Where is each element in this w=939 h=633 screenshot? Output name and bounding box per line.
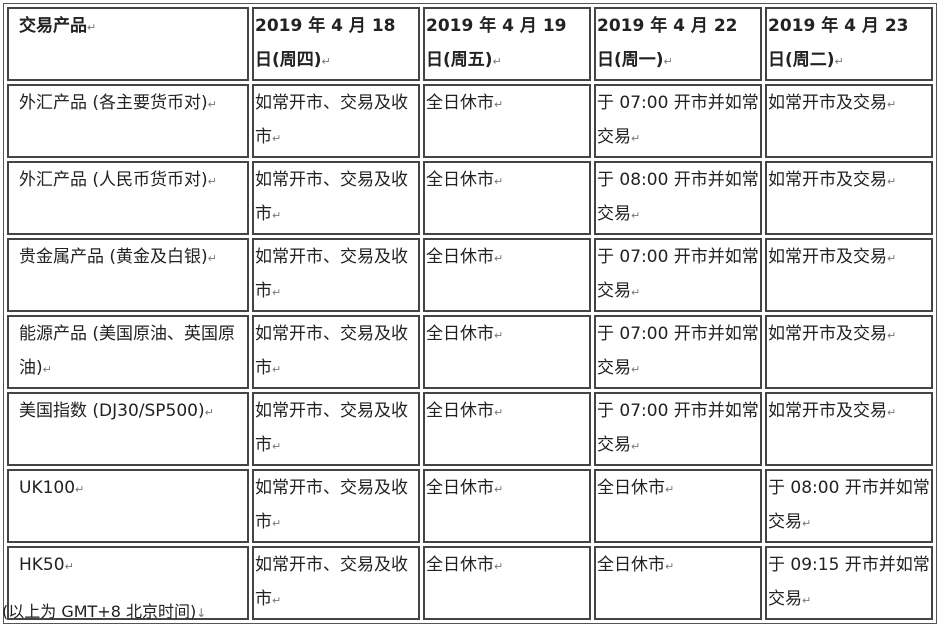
schedule-cell: 如常开市、交易及收市	[252, 84, 420, 158]
table-row: 贵金属产品 (黄金及白银) 如常开市、交易及收市全日休市 于 07:00 开市并如常…	[7, 238, 933, 312]
header-row: 交易产品 2019 年 4 月 18 日(周四) 2019 年 4 月 19 日(周…	[7, 7, 933, 81]
cell-text: 于 07:00 开市并如常交易	[597, 247, 759, 301]
cell-text: 能源产品 (美国原油、英国原油)	[19, 324, 235, 378]
product-cell: 能源产品 (美国原油、英国原油)	[7, 315, 249, 389]
cell-text: 全日休市	[426, 401, 503, 421]
schedule-cell: 如常开市及交易	[765, 161, 933, 235]
cell-text: 如常开市、交易及收市	[255, 247, 408, 301]
schedule-cell: 于 07:00 开市并如常交易	[594, 392, 762, 466]
cell-text: 如常开市、交易及收市	[255, 401, 408, 455]
cell-text: 全日休市	[426, 555, 503, 575]
cell-text: 全日休市	[597, 478, 674, 498]
table-row: 外汇产品 (人民币货币对) 如常开市、交易及收市全日休市 于 08:00 开市并如常…	[7, 161, 933, 235]
cell-text: UK100	[19, 478, 84, 498]
cell-text: 2019 年 4 月 19 日(周五)	[426, 16, 566, 70]
cell-text: 于 08:00 开市并如常交易	[597, 170, 759, 224]
schedule-cell: 全日休市	[594, 546, 762, 620]
schedule-cell: 于 07:00 开市并如常交易	[594, 315, 762, 389]
cell-text: 全日休市	[426, 93, 503, 113]
header-cell: 2019 年 4 月 18 日(周四)	[252, 7, 420, 81]
cell-text: 交易产品	[19, 16, 96, 36]
cell-text: 于 07:00 开市并如常交易	[597, 93, 759, 147]
header-cell: 2019 年 4 月 19 日(周五)	[423, 7, 591, 81]
cell-text: 于 09:15 开市并如常交易	[768, 555, 930, 609]
product-cell: 美国指数 (DJ30/SP500)	[7, 392, 249, 466]
schedule-cell: 于 08:00 开市并如常交易	[765, 469, 933, 543]
schedule-cell: 如常开市、交易及收市	[252, 546, 420, 620]
cell-text: 于 08:00 开市并如常交易	[768, 478, 930, 532]
cell-text: 于 07:00 开市并如常交易	[597, 324, 759, 378]
cell-text: 贵金属产品 (黄金及白银)	[19, 247, 217, 267]
cell-text: 如常开市、交易及收市	[255, 170, 408, 224]
schedule-cell: 如常开市及交易	[765, 315, 933, 389]
table-row: HK50如常开市、交易及收市全日休市全日休市于 09:15 开市并如常交易	[7, 546, 933, 620]
schedule-cell: 如常开市、交易及收市	[252, 238, 420, 312]
schedule-cell: 全日休市	[423, 161, 591, 235]
product-cell: UK100	[7, 469, 249, 543]
table-row: UK100如常开市、交易及收市全日休市全日休市于 08:00 开市并如常交易	[7, 469, 933, 543]
schedule-cell: 如常开市、交易及收市	[252, 161, 420, 235]
cell-text: 外汇产品 (人民币货币对)	[19, 170, 217, 190]
schedule-cell: 全日休市	[423, 84, 591, 158]
header-cell: 交易产品	[7, 7, 249, 81]
cell-text: 于 07:00 开市并如常交易	[597, 401, 759, 455]
table-row: 外汇产品 (各主要货币对) 如常开市、交易及收市全日休市 于 07:00 开市并如常…	[7, 84, 933, 158]
cell-text: 如常开市、交易及收市	[255, 93, 408, 147]
table-row: 能源产品 (美国原油、英国原油) 如常开市、交易及收市全日休市 于 07:00 开市…	[7, 315, 933, 389]
cell-text: 如常开市及交易	[768, 324, 896, 344]
schedule-cell: 如常开市及交易	[765, 84, 933, 158]
schedule-cell: 于 08:00 开市并如常交易	[594, 161, 762, 235]
cell-text: 如常开市、交易及收市	[255, 478, 408, 532]
cell-text: 2019 年 4 月 18 日(周四)	[255, 16, 395, 70]
cell-text: 2019 年 4 月 22 日(周一)	[597, 16, 737, 70]
schedule-cell: 全日休市	[594, 469, 762, 543]
cell-text: 2019 年 4 月 23 日(周二)	[768, 16, 908, 70]
schedule-cell: 全日休市	[423, 469, 591, 543]
cell-text: 如常开市及交易	[768, 401, 896, 421]
cell-text: 如常开市及交易	[768, 170, 896, 190]
cell-text: 全日休市	[597, 555, 674, 575]
schedule-cell: 如常开市及交易	[765, 238, 933, 312]
schedule-cell: 于 09:15 开市并如常交易	[765, 546, 933, 620]
holiday-trading-schedule-table: 交易产品 2019 年 4 月 18 日(周四) 2019 年 4 月 19 日(周…	[3, 3, 937, 624]
cell-text: 美国指数 (DJ30/SP500)	[19, 401, 214, 421]
table-row: 美国指数 (DJ30/SP500) 如常开市、交易及收市全日休市 于 07:00 开…	[7, 392, 933, 466]
schedule-cell: 全日休市	[423, 546, 591, 620]
cell-text: 全日休市	[426, 324, 503, 344]
cell-text: 外汇产品 (各主要货币对)	[19, 93, 217, 113]
cell-text: 如常开市及交易	[768, 93, 896, 113]
header-cell: 2019 年 4 月 22 日(周一)	[594, 7, 762, 81]
cell-text: 如常开市、交易及收市	[255, 555, 408, 609]
schedule-cell: 全日休市	[423, 315, 591, 389]
schedule-cell: 于 07:00 开市并如常交易	[594, 84, 762, 158]
schedule-cell: 如常开市、交易及收市	[252, 392, 420, 466]
cell-text: 如常开市及交易	[768, 247, 896, 267]
header-cell: 2019 年 4 月 23 日(周二)	[765, 7, 933, 81]
product-cell: 贵金属产品 (黄金及白银)	[7, 238, 249, 312]
product-cell: 外汇产品 (人民币货币对)	[7, 161, 249, 235]
schedule-cell: 全日休市	[423, 238, 591, 312]
schedule-cell: 全日休市	[423, 392, 591, 466]
schedule-cell: 于 07:00 开市并如常交易	[594, 238, 762, 312]
cell-text: HK50	[19, 555, 74, 575]
schedule-cell: 如常开市、交易及收市	[252, 315, 420, 389]
schedule-cell: 如常开市及交易	[765, 392, 933, 466]
cell-text: 全日休市	[426, 170, 503, 190]
cell-text: 如常开市、交易及收市	[255, 324, 408, 378]
table-body: 交易产品 2019 年 4 月 18 日(周四) 2019 年 4 月 19 日(周…	[7, 7, 933, 620]
product-cell: 外汇产品 (各主要货币对)	[7, 84, 249, 158]
cell-text: 全日休市	[426, 247, 503, 267]
cell-text: 全日休市	[426, 478, 503, 498]
timezone-footnote: (以上为 GMT+8 北京时间)	[2, 598, 206, 627]
schedule-cell: 如常开市、交易及收市	[252, 469, 420, 543]
